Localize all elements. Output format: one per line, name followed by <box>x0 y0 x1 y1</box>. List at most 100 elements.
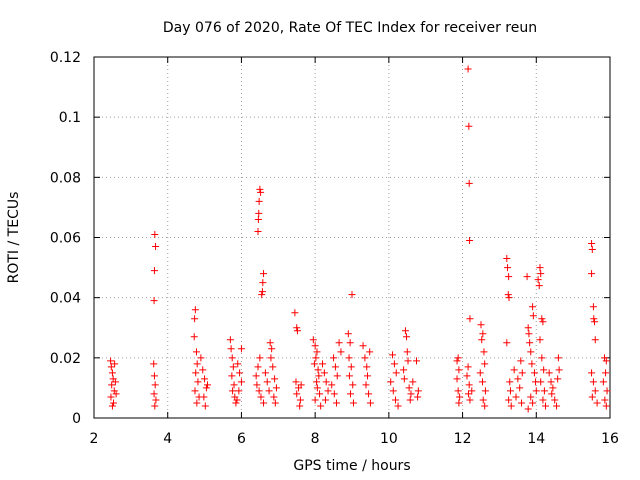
data-point <box>229 387 237 395</box>
data-point <box>477 321 485 329</box>
data-point <box>409 378 417 386</box>
data-point <box>479 396 487 404</box>
data-point <box>527 393 535 401</box>
data-point <box>403 333 411 341</box>
data-point <box>400 366 408 374</box>
x-tick-label: 14 <box>527 431 545 447</box>
data-point <box>256 185 264 193</box>
data-point <box>228 354 236 362</box>
data-point <box>261 369 269 377</box>
data-point <box>589 378 597 386</box>
data-point <box>108 402 116 410</box>
data-point <box>514 375 522 383</box>
data-point <box>297 381 305 389</box>
y-tick-label: 0.02 <box>50 351 81 367</box>
data-point <box>347 390 355 398</box>
data-point <box>107 357 115 365</box>
y-tick-label: 0.08 <box>50 170 81 186</box>
data-point <box>254 363 262 371</box>
data-point <box>150 267 158 275</box>
data-point <box>260 399 268 407</box>
data-point <box>269 363 277 371</box>
data-point <box>321 396 329 404</box>
data-point <box>260 270 268 278</box>
data-point <box>255 197 263 205</box>
data-point <box>337 348 345 356</box>
y-tick-label: 0.06 <box>50 231 81 247</box>
data-point <box>330 390 338 398</box>
data-point <box>226 336 234 344</box>
data-point <box>518 399 526 407</box>
data-point <box>316 390 324 398</box>
data-point <box>463 372 471 380</box>
y-tick-label: 0.12 <box>50 50 81 66</box>
data-point <box>111 378 119 386</box>
data-point <box>602 369 610 377</box>
data-point <box>503 339 511 347</box>
data-point <box>538 354 546 362</box>
data-point <box>480 348 488 356</box>
data-point <box>404 357 412 365</box>
data-point <box>235 387 243 395</box>
data-point <box>599 378 607 386</box>
data-point <box>265 387 273 395</box>
chart-title: Day 076 of 2020, Rate Of TEC Index for r… <box>163 20 537 36</box>
data-point <box>293 327 301 335</box>
data-point <box>315 372 323 380</box>
data-point <box>405 384 413 392</box>
data-point <box>528 360 536 368</box>
data-point <box>296 396 304 404</box>
data-point <box>257 393 265 401</box>
data-point <box>600 354 608 362</box>
data-point <box>453 357 461 365</box>
data-point <box>151 230 159 238</box>
data-point <box>455 366 463 374</box>
y-tick-label: 0.04 <box>50 291 81 307</box>
data-point <box>324 387 332 395</box>
data-point <box>536 336 544 344</box>
data-point <box>588 240 596 248</box>
data-point <box>365 390 373 398</box>
data-point <box>465 179 473 187</box>
data-point <box>309 336 317 344</box>
data-point <box>529 312 537 320</box>
data-point <box>506 387 514 395</box>
data-point <box>320 369 328 377</box>
data-point <box>534 276 542 284</box>
data-point <box>322 378 330 386</box>
data-point <box>505 294 513 302</box>
data-point <box>547 378 555 386</box>
data-point <box>361 354 369 362</box>
data-point <box>267 354 275 362</box>
data-point <box>525 330 533 338</box>
data-point <box>505 273 513 281</box>
data-point <box>394 402 402 410</box>
data-point <box>535 282 543 290</box>
data-point <box>229 363 237 371</box>
data-point <box>232 399 240 407</box>
data-point <box>331 363 339 371</box>
data-point <box>529 303 537 311</box>
data-point <box>532 387 540 395</box>
data-point <box>481 360 489 368</box>
data-point <box>151 402 159 410</box>
data-point <box>234 360 242 368</box>
data-point <box>390 360 398 368</box>
data-point <box>464 390 472 398</box>
data-point <box>313 378 321 386</box>
data-point <box>333 372 341 380</box>
data-point <box>311 342 319 350</box>
data-point <box>263 378 271 386</box>
data-point <box>465 122 473 130</box>
data-point <box>345 372 353 380</box>
data-point <box>464 363 472 371</box>
data-point <box>268 345 276 353</box>
data-point <box>194 378 202 386</box>
data-point <box>537 378 545 386</box>
data-point <box>401 327 409 335</box>
data-point <box>512 393 520 401</box>
data-point <box>366 399 374 407</box>
data-point <box>389 387 397 395</box>
y-tick-label: 0.1 <box>59 110 81 126</box>
data-point <box>454 354 462 362</box>
